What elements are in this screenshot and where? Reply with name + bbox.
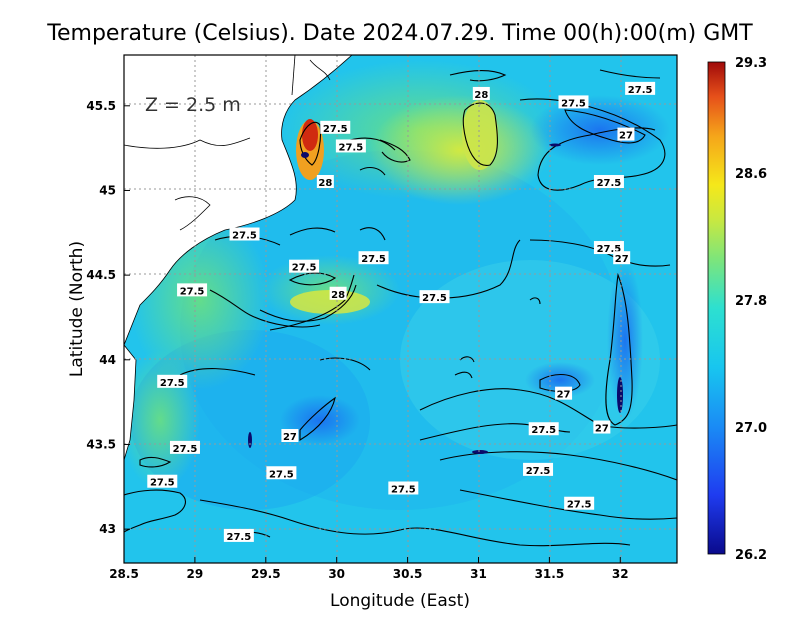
colorbar-tick-label: 27.8 xyxy=(735,294,767,309)
contour-label: 27 xyxy=(619,131,633,142)
contour-label: 27.5 xyxy=(628,85,653,96)
colorbar-tick-label: 29.3 xyxy=(735,56,767,71)
grid-lines xyxy=(124,55,677,563)
contour-label: 27.5 xyxy=(269,469,294,480)
x-tick-label: 32 xyxy=(612,567,629,581)
colorbar xyxy=(707,61,726,555)
contour-label-box xyxy=(335,139,366,153)
x-tick-label: 31 xyxy=(470,567,487,581)
contour-label-box xyxy=(157,374,188,388)
depth-label: Z = 2.5 m xyxy=(145,94,241,116)
contour-label: 27.5 xyxy=(180,286,205,297)
x-tick-label: 30 xyxy=(328,567,345,581)
contour-label: 28 xyxy=(331,290,345,301)
contour-label-box xyxy=(358,251,389,265)
contour-label: 28 xyxy=(318,178,332,189)
contour-label-box xyxy=(564,496,595,510)
x-tick-label: 31.5 xyxy=(535,567,565,581)
contour-label: 27.5 xyxy=(561,98,586,109)
contour-label-box xyxy=(593,420,611,434)
x-axis-ticks: 28.5 29 29.5 30 30.5 31 31.5 32 xyxy=(109,557,629,581)
contour-label: 27 xyxy=(615,254,629,265)
contour-label-box xyxy=(177,283,208,297)
x-tick-label: 29.5 xyxy=(251,567,281,581)
colorbar-ticks: 29.3 28.6 27.8 27.0 26.2 xyxy=(735,56,767,563)
contour-label-box xyxy=(329,286,347,300)
y-tick-label: 45.5 xyxy=(86,99,116,113)
contour-label: 27.5 xyxy=(361,254,386,265)
contour-label: 27.5 xyxy=(526,466,551,477)
y-axis-ticks: 43 43.5 44 44.5 45 45.5 xyxy=(86,99,130,536)
contour-label-box xyxy=(472,86,490,100)
contour-label: 27 xyxy=(595,424,609,435)
contour-label-box xyxy=(617,127,635,141)
y-tick-label: 45 xyxy=(99,183,116,197)
plot-frame xyxy=(123,54,678,564)
contour-label-box xyxy=(613,251,631,265)
contour-label: 27.5 xyxy=(227,532,252,543)
y-tick-label: 44.5 xyxy=(86,268,116,282)
contour-label: 27.5 xyxy=(173,444,198,455)
contour-label: 27.5 xyxy=(531,425,556,436)
contour-label: 27.5 xyxy=(597,244,622,255)
y-tick-label: 44 xyxy=(99,353,116,367)
x-tick-label: 29 xyxy=(187,567,204,581)
land-mass xyxy=(124,55,353,346)
contour-label-box xyxy=(223,528,254,542)
contour-label-box xyxy=(266,466,297,480)
chart-title: Temperature (Celsius). Date 2024.07.29. … xyxy=(46,21,753,46)
contour-label-box xyxy=(528,422,559,436)
contour-label-box xyxy=(320,120,351,134)
contour-label: 27.5 xyxy=(323,124,348,135)
x-axis-label: Longitude (East) xyxy=(330,591,470,611)
y-tick-label: 43 xyxy=(99,522,116,536)
contour-label-box xyxy=(593,241,624,255)
contour-label-box xyxy=(388,481,419,495)
contour-label: 27 xyxy=(283,432,297,443)
x-tick-label: 28.5 xyxy=(109,567,139,581)
y-axis-label: Latitude (North) xyxy=(67,241,87,377)
contour-label-box xyxy=(593,175,624,188)
contour-label-box xyxy=(169,440,200,454)
contour-label: 27.5 xyxy=(150,478,175,489)
contour-label: 27.5 xyxy=(339,142,364,153)
contour-label-box xyxy=(316,175,334,188)
colorbar-tick-label: 28.6 xyxy=(735,167,767,182)
contour-label: 27 xyxy=(557,390,571,401)
contour-label: 27.5 xyxy=(597,178,622,189)
contour-label-box xyxy=(281,429,299,442)
contour-label-box xyxy=(229,227,260,241)
contour-label: 28 xyxy=(474,90,488,101)
contour-label-box xyxy=(147,474,178,488)
contour-label: 27.5 xyxy=(160,378,185,389)
contour-label: 27.5 xyxy=(422,293,447,304)
colorbar-tick-label: 26.2 xyxy=(735,548,767,563)
contour-label: 27.5 xyxy=(391,484,416,495)
contour-label-box xyxy=(555,386,573,400)
contour-label: 27.5 xyxy=(292,263,317,274)
contour-label: 27.5 xyxy=(567,500,592,511)
contour-label-box xyxy=(419,290,450,304)
contour-label-box xyxy=(625,81,656,95)
contour-label-box xyxy=(523,462,554,476)
contour-label-box xyxy=(558,95,589,109)
contour-label: 27.5 xyxy=(232,230,257,241)
y-tick-label: 43.5 xyxy=(86,437,116,451)
colorbar-tick-label: 27.0 xyxy=(735,421,767,436)
contour-label-box xyxy=(289,259,320,273)
x-tick-label: 30.5 xyxy=(393,567,423,581)
